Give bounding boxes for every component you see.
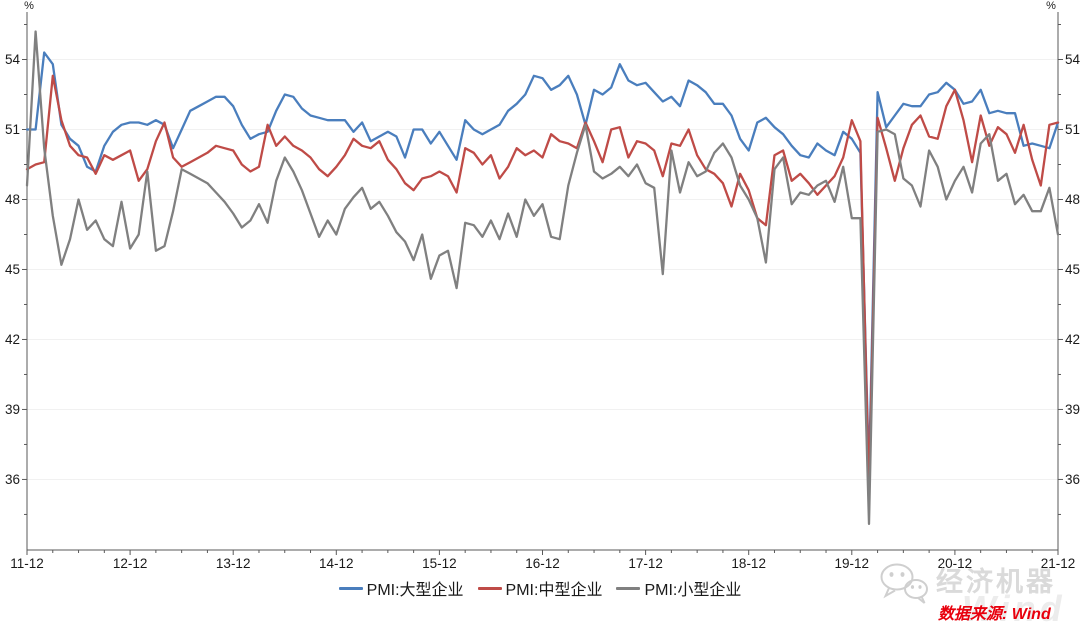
y-axis-tick-label-right: 48 bbox=[1065, 192, 1080, 207]
y-axis-tick-label-right: 39 bbox=[1065, 402, 1080, 417]
legend-swatch-2 bbox=[616, 586, 641, 590]
legend-swatch-1 bbox=[477, 586, 502, 590]
x-axis-tick-label: 21-12 bbox=[1041, 556, 1076, 571]
y-axis-tick-label-left: 42 bbox=[5, 332, 20, 347]
y-axis-tick-label-left: 48 bbox=[5, 192, 20, 207]
legend-item-0: PMI:大型企业 bbox=[338, 576, 464, 600]
wechat-watermark: 经济机器 bbox=[878, 562, 1056, 611]
y-axis-tick-label-right: 36 bbox=[1065, 472, 1080, 487]
y-axis-tick-label-left: 36 bbox=[5, 472, 20, 487]
legend-label-1: PMI:中型企业 bbox=[505, 582, 603, 599]
y-axis-tick-label-left: 39 bbox=[5, 402, 20, 417]
x-axis-tick-label: 16-12 bbox=[525, 556, 560, 571]
y-axis-unit-right: % bbox=[1046, 0, 1056, 12]
y-axis-tick-label-right: 51 bbox=[1065, 122, 1080, 137]
watermark-brand-text: 经济机器 bbox=[936, 567, 1056, 597]
legend-label-2: PMI:小型企业 bbox=[644, 582, 742, 599]
legend-label-0: PMI:大型企业 bbox=[366, 582, 464, 599]
y-axis-tick-label-right: 45 bbox=[1065, 262, 1080, 277]
y-axis-tick-label-left: 54 bbox=[5, 52, 21, 67]
legend-swatch-0 bbox=[338, 586, 363, 590]
data-source-label: 数据来源: Wind bbox=[938, 606, 1051, 623]
wind-ghost-watermark: Wind bbox=[962, 588, 1066, 629]
legend-item-1: PMI:中型企业 bbox=[477, 576, 603, 600]
y-axis-tick-label-right: 54 bbox=[1065, 52, 1080, 67]
x-axis-tick-label: 18-12 bbox=[731, 556, 766, 571]
x-axis-tick-label: 17-12 bbox=[628, 556, 663, 571]
series-line-0 bbox=[25, 51, 1060, 474]
y-axis-tick-label-left: 45 bbox=[5, 262, 20, 277]
legend-item-2: PMI:小型企业 bbox=[616, 576, 741, 600]
x-axis-tick-label: 15-12 bbox=[422, 556, 457, 571]
y-axis-unit-left: % bbox=[24, 0, 34, 12]
wechat-icon bbox=[878, 562, 930, 611]
chart-legend: PMI:大型企业 PMI:中型企业 PMI:小型企业 bbox=[0, 576, 1080, 600]
x-axis-tick-label: 12-12 bbox=[113, 556, 148, 571]
x-axis-tick-label: 14-12 bbox=[319, 556, 354, 571]
series-line-1 bbox=[25, 74, 1060, 493]
x-axis-tick-label: 13-12 bbox=[216, 556, 251, 571]
y-axis-tick-label-right: 42 bbox=[1065, 332, 1080, 347]
x-axis-tick-label: 19-12 bbox=[835, 556, 870, 571]
x-axis-tick-label: 11-12 bbox=[10, 556, 44, 571]
y-axis-tick-label-left: 51 bbox=[5, 122, 20, 137]
x-axis-tick-label: 20-12 bbox=[938, 556, 973, 571]
series-line-2 bbox=[25, 30, 1060, 525]
